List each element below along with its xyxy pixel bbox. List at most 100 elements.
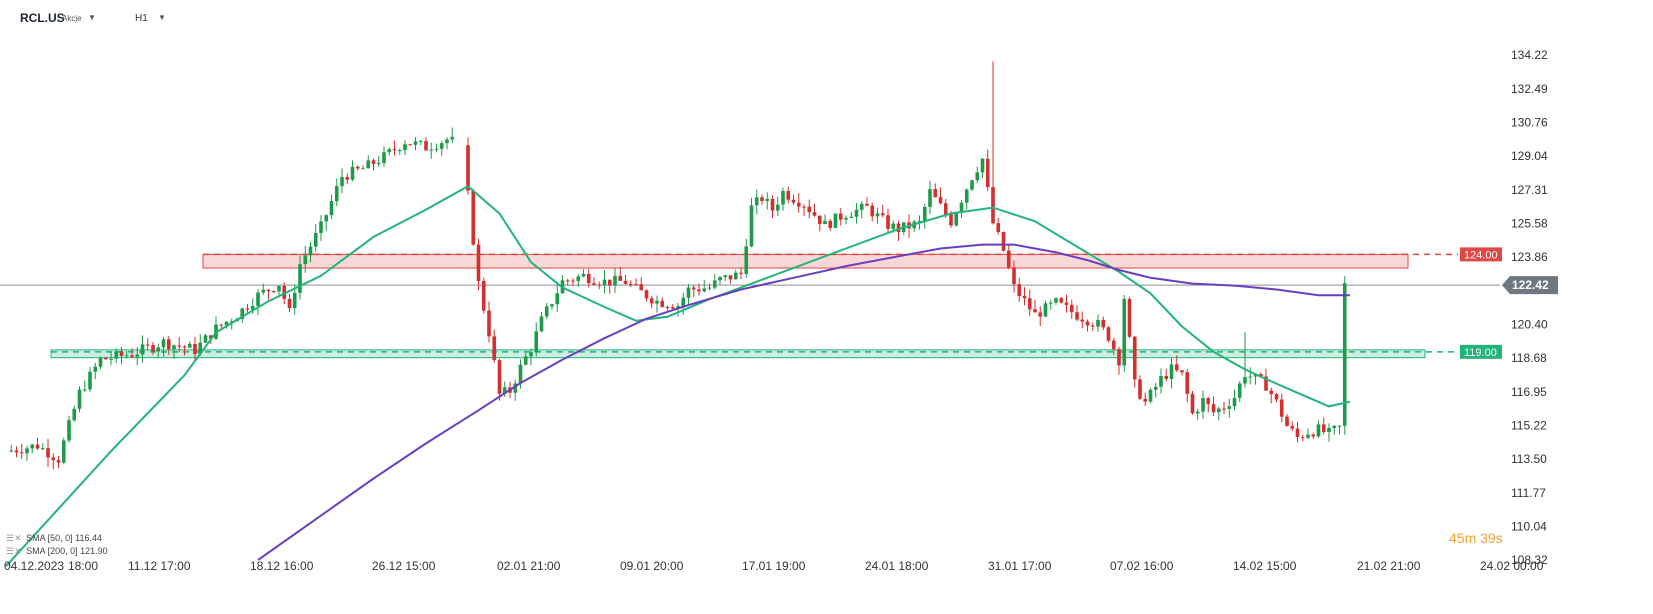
candle-body (1227, 406, 1232, 409)
candle-body (119, 351, 124, 356)
settings-icon[interactable]: ☰✕ (6, 533, 22, 543)
candle-body (865, 203, 869, 206)
support-zone[interactable] (50, 349, 1426, 359)
candle-body (387, 149, 392, 153)
candle-body (1064, 302, 1069, 305)
candle-body (1316, 424, 1321, 437)
candle-body (1101, 319, 1106, 328)
candle-body (970, 180, 974, 190)
candle-body (1321, 424, 1326, 433)
candle-body (550, 304, 554, 307)
candle-body (1185, 372, 1190, 394)
candle-body (198, 342, 203, 354)
y-tick-label: 111.77 (1511, 486, 1546, 500)
candle-body (1342, 283, 1347, 426)
symbol-dropdown-icon[interactable]: ▼ (88, 13, 96, 22)
candle-body (938, 197, 943, 204)
candle-body (187, 343, 192, 348)
candle-body (1295, 428, 1300, 438)
candle-body (345, 177, 350, 180)
candle-body (193, 343, 197, 354)
y-tick-label: 132.49 (1511, 82, 1548, 96)
candle-body (770, 198, 775, 211)
candle-body (361, 168, 365, 170)
timeframe-selector[interactable]: H1 (135, 13, 148, 24)
candle-body (130, 355, 134, 357)
candle-body (917, 220, 922, 222)
candle-body (513, 383, 518, 393)
candle-body (471, 190, 476, 245)
candle-body (544, 306, 549, 317)
resistance-zone[interactable] (202, 253, 1409, 269)
support-level-tag (1460, 344, 1502, 359)
candle-body (670, 307, 675, 309)
candle-body (1027, 298, 1032, 310)
candle-body (1169, 364, 1174, 379)
candle-body (691, 287, 696, 290)
candle-body (859, 203, 864, 210)
candle-body (445, 139, 449, 144)
settings-icon[interactable]: ☰✕ (6, 546, 22, 556)
candle-body (943, 203, 948, 215)
candle-body (634, 284, 638, 286)
candle-body (744, 246, 749, 274)
candle-body (114, 351, 119, 359)
candle-body (1096, 319, 1100, 327)
candle-body (1090, 325, 1095, 327)
candle-body (802, 206, 806, 208)
candle-body (733, 272, 738, 280)
candle-body (298, 264, 302, 293)
symbol-name[interactable]: RCL.US (20, 11, 65, 25)
candle-body (67, 420, 71, 441)
candle-body (1127, 298, 1132, 337)
candle-body (523, 356, 528, 365)
candle-body (949, 214, 953, 226)
candle-body (571, 280, 575, 282)
candle-body (529, 352, 533, 357)
candle-body (686, 287, 691, 298)
candle-body (791, 199, 796, 203)
candle-body (292, 292, 297, 309)
candle-body (592, 283, 596, 285)
candle-body (487, 310, 491, 337)
candle-body (88, 371, 92, 390)
candle-body (954, 213, 959, 226)
candle-body (1006, 250, 1011, 268)
candle-body (403, 144, 407, 151)
timeframe-dropdown-icon[interactable]: ▼ (158, 13, 166, 22)
candle-body (1159, 376, 1163, 387)
legend-sma50[interactable]: ☰✕ SMA [50, 0] 116.44 (6, 532, 108, 545)
candle-body (208, 335, 213, 339)
candle-body (891, 223, 896, 229)
candle-body (250, 305, 255, 310)
legend-sma200[interactable]: ☰✕ SMA [200, 0] 121.90 (6, 545, 108, 558)
candle-body (660, 300, 665, 307)
candle-body (329, 201, 334, 216)
candle-body (313, 233, 318, 247)
candle-body (324, 215, 329, 222)
candle-body (1243, 377, 1247, 384)
candle-body (1332, 425, 1337, 428)
candle-body (623, 280, 628, 284)
candle-body (492, 336, 497, 361)
candle-body (896, 223, 901, 232)
indicator-legend: ☰✕ SMA [50, 0] 116.44 ☰✕ SMA [200, 0] 12… (6, 532, 108, 558)
candle-body (1164, 376, 1169, 379)
candle-body (649, 298, 654, 304)
candle-body (350, 166, 355, 180)
y-tick-label: 130.76 (1511, 116, 1548, 130)
candle-body (271, 291, 276, 293)
x-tick-label: 14.02 15:00 (1233, 559, 1297, 573)
candle-body (933, 189, 938, 198)
candle-body (581, 273, 586, 277)
candle-body (833, 213, 838, 228)
candle-body (40, 448, 45, 450)
candle-body (1337, 425, 1342, 427)
candle-body (760, 197, 764, 202)
y-tick-label: 127.31 (1511, 183, 1548, 197)
candle-body (880, 213, 885, 216)
legend-sma50-label: SMA [50, 0] 116.44 (26, 533, 103, 543)
candle-body (266, 289, 271, 292)
y-tick-label: 120.40 (1511, 318, 1548, 332)
